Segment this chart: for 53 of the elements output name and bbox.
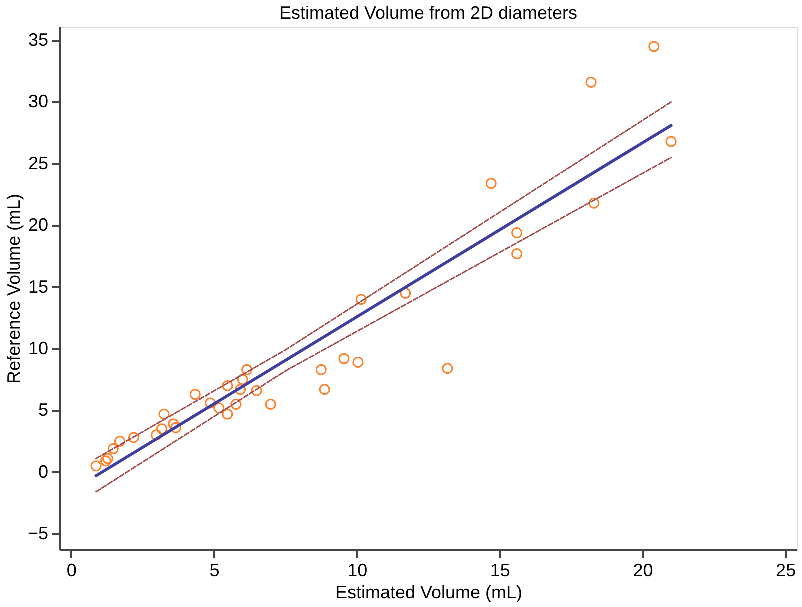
point: [237, 374, 248, 386]
point: [352, 357, 364, 368]
point: [588, 198, 600, 209]
point: [156, 424, 168, 435]
x-tick-label: 15: [490, 560, 510, 580]
x-tick-label: 0: [66, 560, 77, 580]
point: [586, 77, 597, 88]
point: [190, 389, 201, 400]
point: [319, 384, 330, 396]
x-tick-label: 25: [776, 560, 796, 580]
x-tick-label: 10: [348, 560, 368, 580]
point: [648, 41, 660, 52]
y-tick-label: 20: [28, 215, 48, 236]
point: [170, 422, 182, 434]
chart-title: Estimated Volume from 2D diameters: [279, 3, 578, 23]
point: [512, 228, 523, 238]
y-tick-label: 10: [28, 338, 48, 358]
point: [222, 380, 234, 392]
point: [251, 385, 262, 396]
point: [400, 288, 412, 299]
point: [151, 430, 162, 441]
point: [666, 136, 677, 148]
point: [316, 364, 327, 376]
point: [114, 436, 126, 447]
x-axis-title: Estimated Volume (mL): [335, 582, 523, 602]
point: [230, 398, 242, 410]
y-tick-label: 15: [28, 276, 48, 297]
point: [102, 453, 114, 464]
y-tick-label: 30: [28, 92, 48, 112]
x-tick-label: 5: [210, 560, 220, 580]
point: [214, 402, 225, 414]
point: [442, 363, 454, 374]
point: [90, 460, 102, 472]
point: [222, 408, 234, 420]
y-tick-label: 0: [38, 462, 48, 482]
x-tick-label: 20: [633, 560, 654, 580]
point: [265, 398, 276, 410]
point: [242, 364, 253, 376]
point: [486, 178, 497, 190]
point: [108, 443, 119, 454]
point: [356, 294, 367, 306]
point: [235, 384, 246, 396]
point: [100, 456, 112, 467]
point: [205, 398, 216, 409]
y-tick-label: −5: [28, 523, 48, 544]
point: [128, 432, 140, 444]
point: [512, 248, 523, 260]
y-axis-title: Reference Volume (mL): [4, 194, 24, 384]
y-tick-label: 5: [38, 400, 48, 420]
y-tick-label: 25: [28, 153, 48, 174]
point: [338, 353, 350, 364]
point: [158, 408, 170, 420]
y-tick-label: 35: [28, 30, 48, 50]
